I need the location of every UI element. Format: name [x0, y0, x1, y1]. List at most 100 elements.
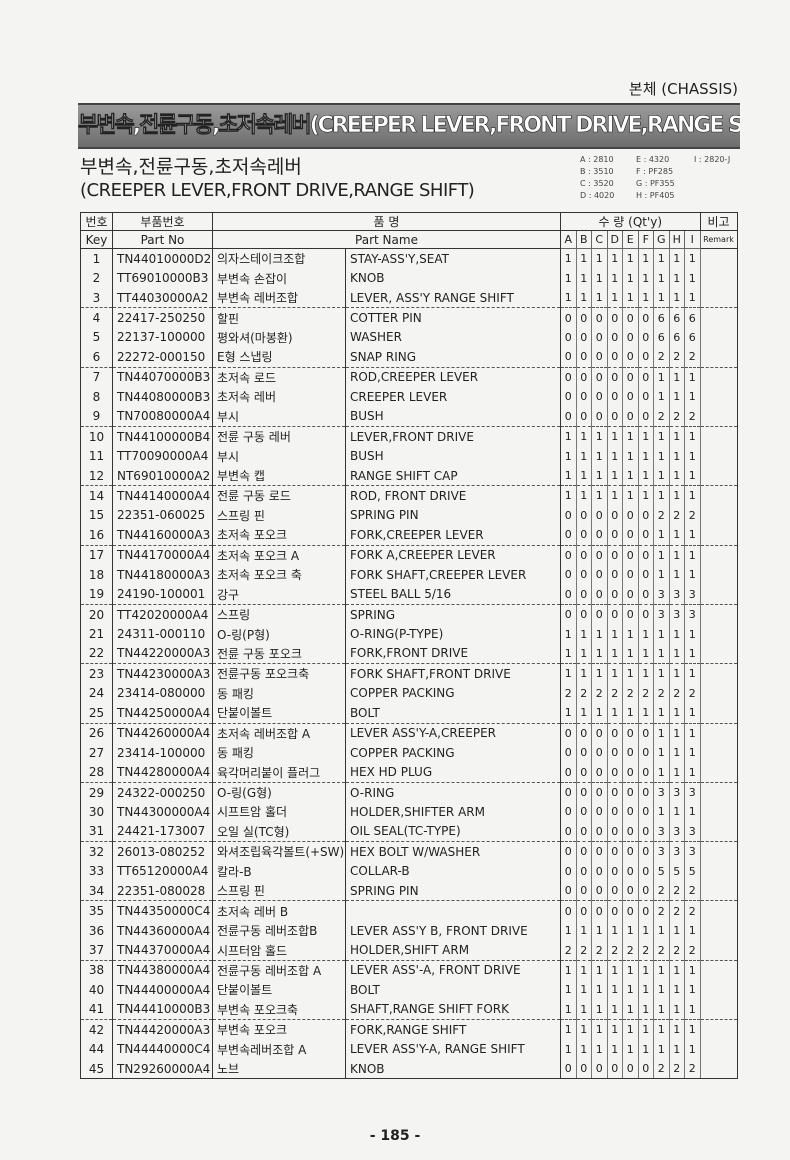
- qty: 1: [637, 1019, 654, 1040]
- qty: 2: [653, 881, 670, 901]
- qty: 1: [591, 959, 608, 981]
- name-en: COLLAR-B: [345, 861, 561, 881]
- qty: 1: [637, 999, 654, 1020]
- name-ko: 부시: [212, 446, 346, 466]
- qty: 0: [637, 406, 654, 427]
- qty: 1: [622, 959, 639, 981]
- qty: 1: [606, 268, 623, 288]
- qty: 3: [684, 781, 701, 803]
- parts-row: 31 24421-173007 오일 실(TC형) OIL SEAL(TC-TYPE)…: [80, 821, 738, 842]
- qty: 0: [606, 584, 623, 605]
- qty: 0: [575, 307, 592, 328]
- qty: 1: [575, 425, 592, 447]
- qty: 1: [560, 980, 577, 1000]
- key: 37: [80, 940, 113, 961]
- qty: 1: [606, 1039, 623, 1059]
- name-ko: 부변속 포오크축: [212, 999, 346, 1020]
- name-ko: 시프트암 홀더: [212, 802, 346, 822]
- qty: 0: [560, 722, 577, 743]
- qty: 0: [560, 347, 577, 368]
- qty: 0: [622, 802, 639, 822]
- qty: 0: [591, 821, 608, 842]
- model-code: F : PF285: [636, 167, 674, 176]
- key: 7: [80, 366, 113, 388]
- qty: 6: [684, 307, 701, 328]
- qty: 1: [591, 663, 608, 684]
- name-en: COPPER PACKING: [345, 742, 561, 763]
- parts-row: 34 22351-080028 스프링 핀 SPRING PIN 0 0 0 0 0 0 2 2 2: [80, 881, 738, 901]
- qty: 1: [637, 980, 654, 1000]
- name-en: HOLDER,SHIFT ARM: [345, 940, 561, 961]
- qty: 1: [560, 425, 577, 447]
- qty: 0: [591, 762, 608, 783]
- key: 32: [80, 841, 113, 862]
- qty: 1: [684, 268, 701, 288]
- part-no: TN44100000B4: [112, 425, 213, 447]
- qty: 1: [637, 485, 654, 506]
- qty: 0: [575, 327, 592, 348]
- qty: 1: [606, 425, 623, 447]
- qty: 0: [637, 544, 654, 565]
- qty: 1: [606, 446, 623, 466]
- qty: 1: [591, 980, 608, 1000]
- header-remark-en: Remark: [699, 230, 738, 249]
- name-ko: 전륜구동 레버조합B: [212, 920, 346, 941]
- parts-row: 8 TN44080000B3 초저속 레버 CREEPER LEVER 0 0 0 0 0 0 1 1…: [80, 387, 738, 407]
- parts-row: 14 TN44140000A4 전륜 구동 로드 ROD, FRONT DRIVE 1 1…: [80, 485, 738, 506]
- qty: 0: [591, 565, 608, 585]
- name-ko: 평와셔(마봉환): [212, 327, 346, 348]
- qty: 0: [575, 406, 592, 427]
- qty: 0: [637, 742, 654, 763]
- qty: 0: [575, 584, 592, 605]
- qty: 1: [653, 268, 670, 288]
- qty: 1: [684, 465, 701, 486]
- qty: 1: [575, 663, 592, 684]
- qty: 1: [653, 366, 670, 388]
- key: 19: [80, 584, 113, 605]
- qty: 1: [591, 1019, 608, 1040]
- qty: 1: [668, 624, 685, 644]
- qty: 0: [637, 900, 654, 921]
- parts-row: 11 TT70090000A4 부시 BUSH 1 1 1 1 1 1 1 1 1: [80, 446, 738, 466]
- parts-row: 18 TN44180000A3 초저속 포오크 축 FORK SHAFT,CREEPE…: [80, 565, 738, 585]
- qty: 1: [560, 446, 577, 466]
- key: 33: [80, 861, 113, 881]
- header-name-ko: 품 명: [212, 212, 561, 231]
- qty: 1: [653, 387, 670, 407]
- qty: 1: [668, 268, 685, 288]
- qty: 1: [653, 465, 670, 486]
- part-no: TN44350000C4: [112, 900, 213, 921]
- remark: [699, 485, 738, 506]
- qty: 0: [622, 565, 639, 585]
- qty: 1: [606, 920, 623, 941]
- key: 44: [80, 1039, 113, 1059]
- remark: [699, 603, 738, 625]
- qty: 0: [637, 387, 654, 407]
- part-no: 22272-000150: [112, 347, 213, 368]
- qty: 1: [653, 425, 670, 447]
- qty: 1: [575, 1039, 592, 1059]
- model-code: A : 2810: [580, 155, 614, 164]
- qty: 2: [591, 940, 608, 961]
- qty: 1: [668, 980, 685, 1000]
- qty: 1: [668, 465, 685, 486]
- part-no: TN44370000A4: [112, 940, 213, 961]
- qty: 1: [668, 485, 685, 506]
- qty: 1: [560, 1019, 577, 1040]
- qty: 0: [591, 327, 608, 348]
- qty: 2: [684, 900, 701, 921]
- qty: 1: [560, 999, 577, 1020]
- qty: 1: [591, 643, 608, 664]
- qty: 2: [684, 505, 701, 526]
- parts-row: 28 TN44280000A4 육각머리붙이 플러그 HEX HD PLUG 0 0 0 0 0…: [80, 762, 738, 783]
- qty: 2: [684, 683, 701, 704]
- qty: 2: [560, 683, 577, 704]
- qty: 0: [637, 1058, 654, 1080]
- qty: 0: [560, 861, 577, 881]
- qty: 1: [684, 703, 701, 723]
- key: 42: [80, 1019, 113, 1040]
- name-en: KNOB: [345, 268, 561, 288]
- qty: 0: [622, 881, 639, 901]
- qty: 1: [653, 1019, 670, 1040]
- qty: 1: [668, 446, 685, 466]
